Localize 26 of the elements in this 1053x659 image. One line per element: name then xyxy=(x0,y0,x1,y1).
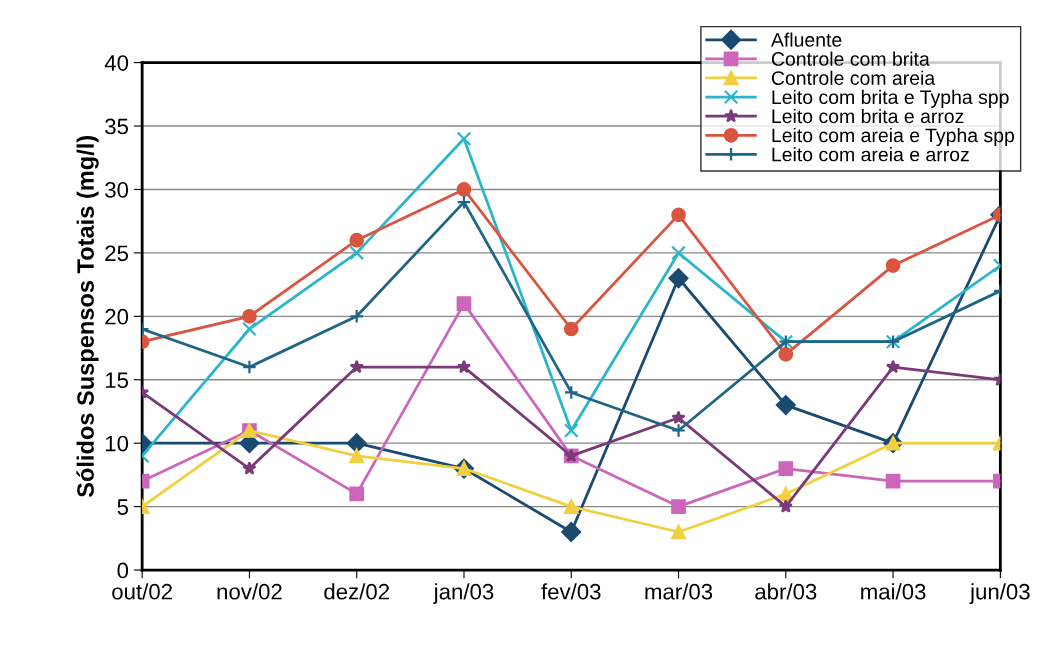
x-tick-label: dez/02 xyxy=(324,583,389,600)
y-tick-label: 35 xyxy=(105,118,129,135)
y-tick-label: 5 xyxy=(117,499,129,515)
y-tick-label: 0 xyxy=(117,562,129,579)
y-axis-title: Sólidos Suspensos Totais (mg/l) xyxy=(76,136,99,498)
y-tick-label: 15 xyxy=(105,372,129,389)
legend-label: Leito com brita e arroz xyxy=(772,108,964,124)
x-tick-label: out/02 xyxy=(112,583,172,600)
y-tick-label: 25 xyxy=(105,245,129,262)
y-tick-label: 20 xyxy=(105,308,129,325)
legend-label: Afluente xyxy=(770,32,842,47)
y-tick-label: 40 xyxy=(104,55,129,71)
y-tick-label: 10 xyxy=(105,435,129,452)
legend-label: Controle com areia xyxy=(771,70,936,85)
x-tick-label: abr/03 xyxy=(755,583,817,600)
x-tick-label: mar/03 xyxy=(645,583,713,600)
x-tick-label: mai/03 xyxy=(861,583,926,600)
y-tick-label: 30 xyxy=(105,182,129,198)
x-tick-label: jun/03 xyxy=(969,583,1030,604)
x-tick-label: fev/03 xyxy=(541,583,601,600)
legend-label: Leito com brita e Typha spp xyxy=(772,89,1009,108)
x-tick-label: nov/02 xyxy=(217,583,282,600)
legend-label: Leito com areia e Typha spp xyxy=(772,127,1015,147)
legend-label: Leito com areia e arroz xyxy=(772,147,969,162)
x-tick-label: jan/03 xyxy=(433,583,494,604)
legend-label: Controle com brita xyxy=(771,51,930,66)
